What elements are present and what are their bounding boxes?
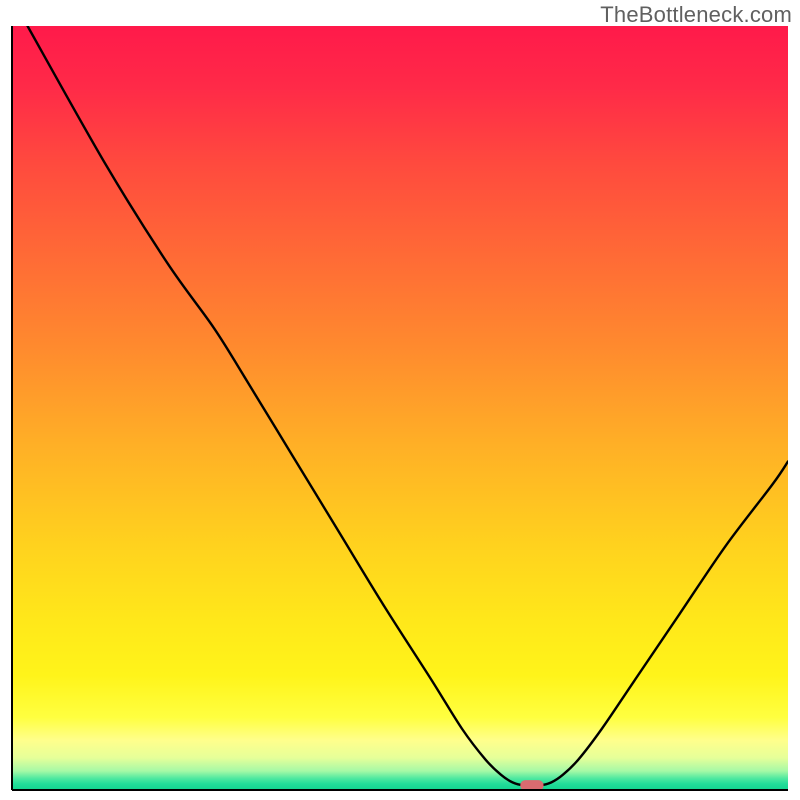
gradient-background [12,26,788,790]
bottleneck-chart [0,0,800,800]
plot-area [12,26,788,791]
watermark-text: TheBottleneck.com [600,2,792,28]
